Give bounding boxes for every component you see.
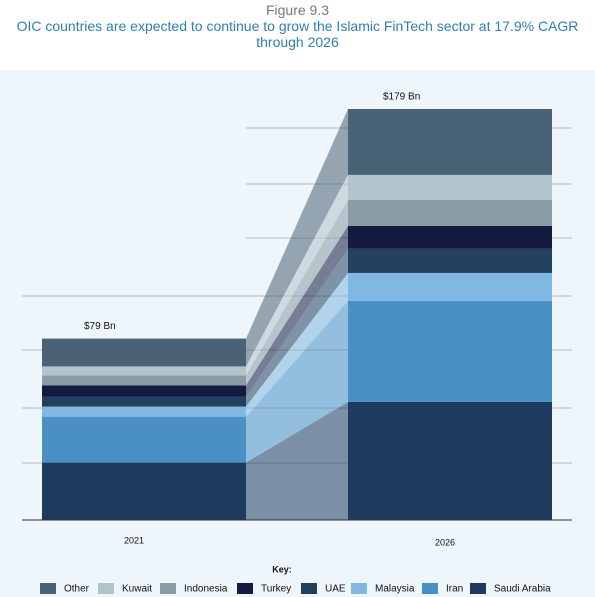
bar-segment (42, 462, 246, 520)
legend-label: Saudi Arabia (494, 584, 551, 595)
bar-segment (42, 406, 246, 417)
bar-segment (348, 225, 552, 249)
total-label: $179 Bn (383, 92, 420, 103)
figure-label: Figure 9.3 (265, 2, 330, 18)
bar-segment (42, 396, 246, 407)
flow-band (246, 109, 348, 367)
legend-label: UAE (325, 584, 346, 595)
legend-label: Turkey (261, 584, 291, 595)
bar-segment (42, 366, 246, 376)
legend-label: Malaysia (375, 584, 415, 595)
flow-band (246, 401, 348, 520)
bar-segment (348, 272, 552, 301)
legend-swatch (301, 583, 317, 594)
legend-swatch (237, 583, 253, 594)
bar-segment (42, 338, 246, 367)
x-tick-label: 2021 (124, 535, 144, 545)
legend-swatch (351, 583, 367, 594)
legend-swatch (470, 583, 486, 594)
legend-swatch (40, 583, 56, 594)
bar-segment (42, 375, 246, 386)
legend-label: Iran (446, 584, 463, 595)
bar-segment (348, 199, 552, 226)
x-tick-label: 2026 (435, 537, 455, 547)
legend-swatch (422, 583, 438, 594)
legend-label: Indonesia (184, 584, 228, 595)
flow-band (246, 248, 348, 407)
total-label: $79 Bn (84, 321, 116, 332)
flow-band (246, 225, 348, 397)
bar-segment (348, 174, 552, 200)
legend-label: Other (64, 584, 90, 595)
flow-band (246, 174, 348, 376)
bar-segment (348, 401, 552, 520)
bar-segment (348, 300, 552, 402)
flow-band (246, 300, 348, 463)
bar-segment (348, 109, 552, 175)
header: Figure 9.3 OIC countries are expected to… (0, 2, 595, 50)
chart-title: OIC countries are expected to continue t… (16, 18, 579, 50)
bar-segment (42, 416, 246, 463)
flow-band (246, 199, 348, 386)
legend-swatch (160, 583, 176, 594)
flow-band (246, 272, 348, 417)
legend-title: Key: (272, 564, 292, 574)
legend-swatch (98, 583, 114, 594)
bar-segment (42, 385, 246, 397)
bar-segment (348, 248, 552, 273)
legend-label: Kuwait (122, 584, 152, 595)
